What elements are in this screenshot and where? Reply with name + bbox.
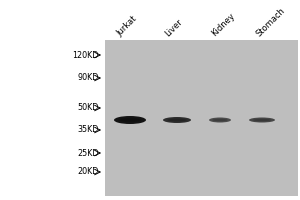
Text: 90KD: 90KD [78,73,99,82]
Text: Stomach: Stomach [255,6,287,38]
Text: 120KD: 120KD [73,50,99,60]
Ellipse shape [209,117,231,122]
Ellipse shape [119,118,141,122]
Ellipse shape [212,119,228,121]
Text: 25KD: 25KD [77,148,99,158]
Ellipse shape [253,119,271,121]
Ellipse shape [114,116,146,124]
Ellipse shape [249,117,275,122]
Text: Liver: Liver [163,17,184,38]
Ellipse shape [167,118,187,121]
Text: 35KD: 35KD [78,126,99,134]
Bar [105,40,298,196]
Text: 50KD: 50KD [78,104,99,112]
Text: Kidney: Kidney [210,11,237,38]
Text: Jurkat: Jurkat [115,14,139,38]
Ellipse shape [163,117,191,123]
Text: 20KD: 20KD [78,168,99,176]
